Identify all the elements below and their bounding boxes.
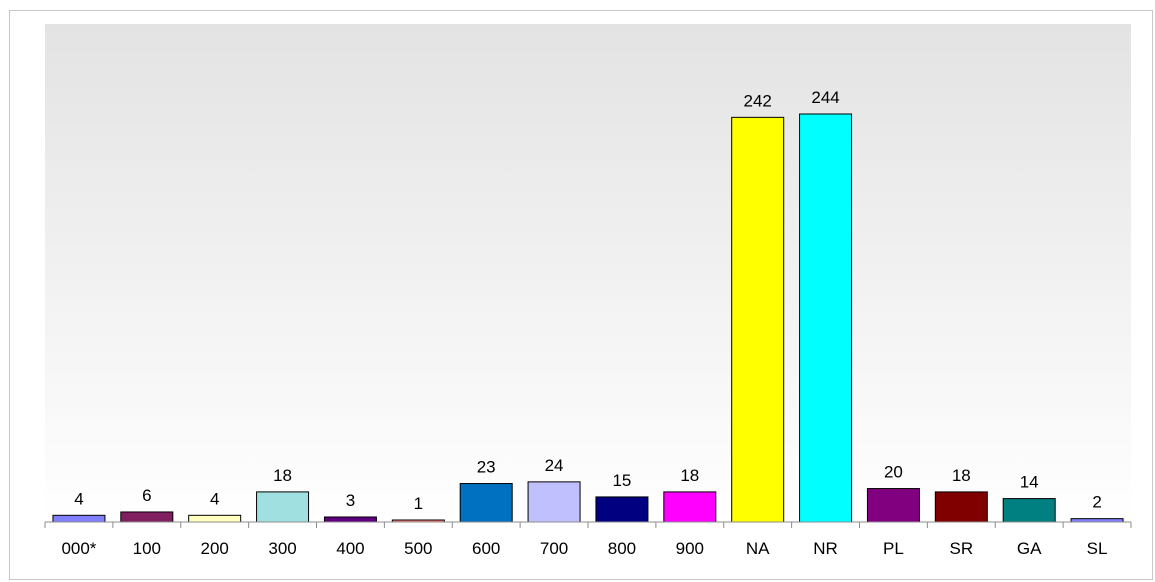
bar-100 <box>121 512 173 522</box>
category-label-SL: SL <box>1087 539 1108 558</box>
bar-SL <box>1071 519 1123 522</box>
category-label-NR: NR <box>813 539 838 558</box>
value-label-PL: 20 <box>884 463 903 482</box>
value-label-000*: 4 <box>74 489 83 508</box>
value-label-500: 1 <box>414 494 423 513</box>
category-label-100: 100 <box>133 539 161 558</box>
category-label-200: 200 <box>201 539 229 558</box>
bar-GA <box>1003 499 1055 522</box>
value-label-NR: 244 <box>811 88 839 107</box>
category-label-NA: NA <box>746 539 770 558</box>
value-label-SR: 18 <box>952 466 971 485</box>
value-label-700: 24 <box>545 456 564 475</box>
bar-600 <box>460 484 512 522</box>
bar-300 <box>257 492 309 522</box>
category-label-SR: SR <box>950 539 974 558</box>
category-label-700: 700 <box>540 539 568 558</box>
category-label-GA: GA <box>1017 539 1042 558</box>
bar-900 <box>664 492 716 522</box>
value-label-NA: 242 <box>744 91 772 110</box>
bar-PL <box>867 489 919 522</box>
value-label-800: 15 <box>612 471 631 490</box>
bar-000* <box>53 515 105 522</box>
bar-NR <box>800 114 852 522</box>
bar-200 <box>189 515 241 522</box>
value-label-SL: 2 <box>1092 493 1101 512</box>
category-label-500: 500 <box>404 539 432 558</box>
value-label-600: 23 <box>477 458 496 477</box>
category-label-800: 800 <box>608 539 636 558</box>
category-label-900: 900 <box>676 539 704 558</box>
category-label-PL: PL <box>883 539 904 558</box>
category-label-400: 400 <box>336 539 364 558</box>
bar-NA <box>732 117 784 522</box>
bar-400 <box>324 517 376 522</box>
category-label-300: 300 <box>268 539 296 558</box>
value-label-300: 18 <box>273 466 292 485</box>
category-label-600: 600 <box>472 539 500 558</box>
bar-800 <box>596 497 648 522</box>
category-label-000*: 000* <box>61 539 96 558</box>
value-label-400: 3 <box>346 491 355 510</box>
value-label-GA: 14 <box>1020 473 1039 492</box>
bar-700 <box>528 482 580 522</box>
bar-SR <box>935 492 987 522</box>
value-label-900: 18 <box>680 466 699 485</box>
value-label-100: 6 <box>142 486 151 505</box>
value-label-200: 4 <box>210 489 219 508</box>
plot-area <box>45 24 1131 522</box>
